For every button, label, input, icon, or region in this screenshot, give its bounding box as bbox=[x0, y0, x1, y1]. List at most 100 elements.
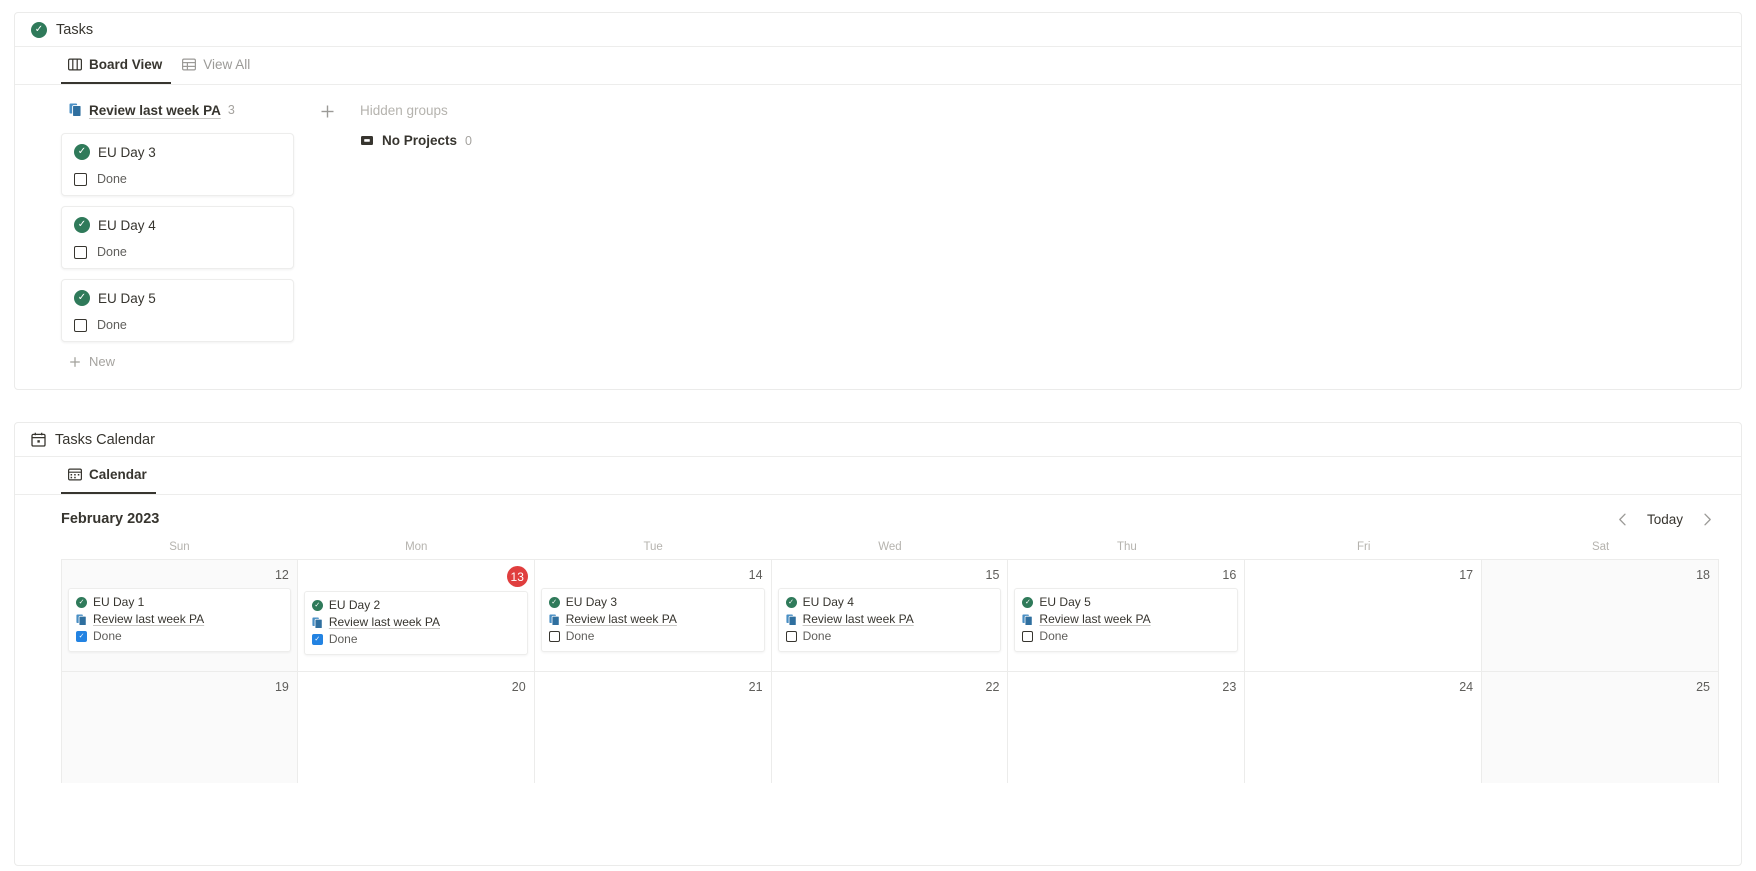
hidden-group-name: No Projects bbox=[382, 133, 458, 148]
event-relation-label[interactable]: Review last week PA bbox=[93, 612, 205, 626]
checkbox-checked-icon[interactable]: ✓ bbox=[76, 631, 87, 642]
tasks-calendar-panel: Tasks Calendar Calendar bbox=[14, 422, 1742, 866]
board-card-title: EU Day 3 bbox=[98, 144, 156, 160]
calendar-day-cell-today[interactable]: 13 ✓ EU Day 2 bbox=[298, 560, 535, 671]
checkbox-unchecked-icon[interactable] bbox=[74, 318, 87, 332]
calendar-event-card[interactable]: ✓ EU Day 3 Review last w bbox=[540, 588, 765, 652]
weekday-tue: Tue bbox=[643, 541, 663, 553]
calendar-day-cell[interactable]: 17 bbox=[1245, 560, 1483, 671]
day-number: 24 bbox=[1459, 680, 1474, 694]
calendar-day-cell[interactable]: 21 bbox=[535, 672, 772, 783]
inbox-archive-icon bbox=[360, 134, 374, 147]
hidden-group-no-projects[interactable]: No Projects 0 bbox=[360, 133, 1727, 148]
board-card[interactable]: ✓ EU Day 5 Done bbox=[61, 279, 294, 342]
event-relation-row: Review last week PA bbox=[549, 611, 757, 628]
calendar-day-cell[interactable]: 19 bbox=[61, 672, 298, 783]
chevron-right-icon[interactable] bbox=[1695, 507, 1719, 531]
calendar-day-cell[interactable]: 14 ✓ EU Day 3 bbox=[535, 560, 772, 671]
today-button[interactable]: Today bbox=[1646, 511, 1683, 527]
tab-view-all[interactable]: View All bbox=[175, 47, 259, 84]
tasks-panel-header: ✓ Tasks bbox=[15, 13, 1741, 47]
page-document-icon bbox=[69, 103, 82, 117]
add-new-card-label: New bbox=[89, 354, 116, 369]
hidden-group-count: 0 bbox=[465, 133, 472, 148]
board-card[interactable]: ✓ EU Day 4 Done bbox=[61, 206, 294, 269]
calendar-day-cell[interactable]: 24 bbox=[1245, 672, 1483, 783]
board-card[interactable]: ✓ EU Day 3 Done bbox=[61, 133, 294, 196]
calendar-event-card[interactable]: ✓ EU Day 4 Review last w bbox=[777, 588, 1002, 652]
green-check-circle-icon: ✓ bbox=[74, 217, 90, 233]
event-done-row[interactable]: ✓ Done bbox=[311, 631, 520, 648]
day-number: 19 bbox=[274, 680, 289, 694]
event-title-row: ✓ EU Day 4 bbox=[785, 594, 994, 611]
tab-calendar[interactable]: Calendar bbox=[61, 457, 156, 494]
board-card-title-row: ✓ EU Day 4 bbox=[74, 217, 281, 233]
calendar-event-card[interactable]: ✓ EU Day 1 Review last w bbox=[68, 588, 291, 652]
chevron-left-icon[interactable] bbox=[1611, 507, 1635, 531]
day-number: 21 bbox=[748, 680, 763, 694]
event-relation-label[interactable]: Review last week PA bbox=[328, 615, 440, 629]
checkbox-unchecked-icon[interactable] bbox=[74, 172, 87, 186]
calendar-day-cell[interactable]: 22 bbox=[772, 672, 1009, 783]
add-group-column bbox=[294, 99, 360, 373]
calendar-icon bbox=[31, 432, 46, 447]
event-relation-label[interactable]: Review last week PA bbox=[802, 612, 914, 626]
checkbox-checked-icon[interactable]: ✓ bbox=[311, 634, 323, 645]
event-title: EU Day 1 bbox=[93, 595, 145, 609]
board-card-done-property[interactable]: Done bbox=[74, 318, 281, 332]
add-new-card-button[interactable]: New bbox=[61, 350, 294, 373]
tab-board-view[interactable]: Board View bbox=[61, 47, 172, 84]
calendar-day-cell[interactable]: 20 bbox=[298, 672, 535, 783]
event-done-label: Done bbox=[565, 629, 595, 643]
board-column-header[interactable]: Review last week PA 3 bbox=[61, 99, 294, 121]
event-done-row[interactable]: Done bbox=[1022, 628, 1230, 645]
board-card-done-label: Done bbox=[97, 318, 127, 332]
event-relation-label[interactable]: Review last week PA bbox=[1039, 612, 1151, 626]
event-relation-row: Review last week PA bbox=[76, 611, 283, 628]
calendar-event-card[interactable]: ✓ EU Day 2 Review last w bbox=[303, 591, 528, 655]
calendar-day-cell[interactable]: 18 bbox=[1482, 560, 1719, 671]
add-group-button[interactable] bbox=[316, 100, 338, 122]
green-check-circle-icon: ✓ bbox=[74, 290, 90, 306]
weekday-fri: Fri bbox=[1357, 541, 1371, 553]
event-relation-label[interactable]: Review last week PA bbox=[565, 612, 677, 626]
calendar-tabbar: Calendar bbox=[15, 457, 1741, 495]
checkbox-unchecked-icon[interactable] bbox=[1022, 631, 1034, 642]
green-check-circle-icon: ✓ bbox=[74, 144, 90, 160]
event-title-row: ✓ EU Day 1 bbox=[76, 594, 283, 611]
tasks-panel: ✓ Tasks Board View bbox=[14, 12, 1742, 390]
calendar-day-cell[interactable]: 16 ✓ EU Day 5 bbox=[1008, 560, 1246, 671]
event-title: EU Day 5 bbox=[1039, 595, 1091, 609]
event-title-row: ✓ EU Day 3 bbox=[548, 594, 757, 611]
event-relation-row: Review last week PA bbox=[785, 611, 994, 628]
board-card-done-property[interactable]: Done bbox=[74, 172, 281, 186]
weekday-wed: Wed bbox=[878, 541, 902, 553]
calendar-day-cell[interactable]: 15 ✓ EU Day 4 bbox=[772, 560, 1009, 671]
checkbox-unchecked-icon[interactable] bbox=[74, 245, 87, 259]
event-title: EU Day 4 bbox=[802, 595, 854, 609]
board-view-icon bbox=[68, 58, 82, 71]
calendar-event-card[interactable]: ✓ EU Day 5 Review last w bbox=[1014, 588, 1239, 652]
calendar-day-cell[interactable]: 23 bbox=[1008, 672, 1246, 783]
board-card-done-property[interactable]: Done bbox=[74, 245, 281, 259]
event-done-row[interactable]: ✓ Done bbox=[76, 628, 283, 645]
day-number: 16 bbox=[1222, 568, 1237, 582]
day-number: 17 bbox=[1459, 568, 1474, 582]
board-card-done-label: Done bbox=[97, 245, 127, 259]
event-relation-row: Review last week PA bbox=[312, 614, 520, 631]
board-column-count: 3 bbox=[227, 103, 235, 117]
weekday-thu: Thu bbox=[1116, 541, 1137, 553]
event-done-row[interactable]: Done bbox=[548, 628, 757, 645]
checkbox-unchecked-icon[interactable] bbox=[785, 631, 797, 642]
calendar-day-cell[interactable]: 12 ✓ EU Day 1 bbox=[61, 560, 298, 671]
board-card-title: EU Day 5 bbox=[98, 290, 156, 306]
day-number: 22 bbox=[985, 680, 1000, 694]
checkbox-unchecked-icon[interactable] bbox=[548, 631, 560, 642]
calendar-day-cell[interactable]: 25 bbox=[1482, 672, 1719, 783]
board-card-title-row: ✓ EU Day 5 bbox=[74, 290, 281, 306]
event-done-row[interactable]: Done bbox=[785, 628, 994, 645]
plus-icon bbox=[69, 356, 81, 368]
weekday-mon: Mon bbox=[405, 541, 428, 553]
weekday-sat: Sat bbox=[1591, 541, 1610, 553]
